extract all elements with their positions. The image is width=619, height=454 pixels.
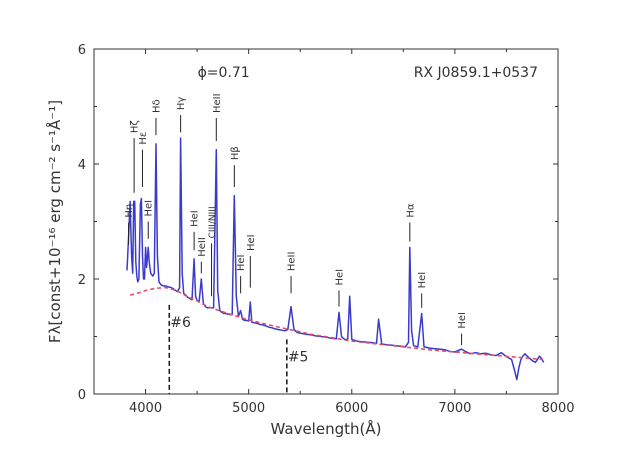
line-label: Hβ — [230, 146, 241, 160]
x-tick-label: 8000 — [541, 401, 574, 416]
y-tick-label: 4 — [78, 158, 86, 173]
axes: 4000 5000 6000 7000 8000 0 2 4 6 — [78, 43, 575, 416]
plot-frame — [93, 48, 559, 395]
y-axis-title: Fλ[const+10⁻¹⁶ erg cm⁻² s⁻¹Å⁻¹] — [45, 100, 64, 343]
x-tick-label: 4000 — [129, 401, 162, 416]
y-tick-label: 6 — [78, 43, 86, 58]
line-label: HeI — [457, 312, 468, 329]
line-label: HeII — [212, 93, 223, 113]
line-label: Hε — [138, 132, 149, 145]
line-label: Hζ — [130, 120, 141, 133]
x-tick-label: 7000 — [438, 401, 471, 416]
line-label: HeI — [236, 255, 247, 272]
y-tick-label: 0 — [78, 388, 86, 403]
phase-annotation: ϕ=0.71 — [198, 65, 250, 81]
x-axis-title: Wavelength(Å) — [271, 419, 382, 438]
line-label: HeII — [287, 252, 298, 272]
spectrum-line — [126, 137, 545, 381]
line-label: Hδ — [151, 99, 162, 113]
line-label: HeI — [144, 200, 155, 217]
marker-label: #6 — [170, 315, 191, 331]
line-label: HeI — [246, 234, 257, 251]
line-label: Hγ — [176, 97, 187, 111]
line-label: HeI — [417, 272, 428, 289]
line-label: HeI — [334, 269, 345, 286]
marker-label: #5 — [288, 349, 309, 365]
line-label: CIII/NIII — [208, 206, 218, 238]
object-name-annotation: RX J0859.1+0537 — [414, 65, 538, 81]
plot-area — [126, 137, 545, 381]
x-tick-label: 6000 — [335, 401, 368, 416]
fiducial-markers: #6 #5 — [168, 304, 309, 394]
line-label: HeII — [197, 237, 208, 257]
y-tick-label: 2 — [78, 273, 86, 288]
x-tick-label: 5000 — [232, 401, 265, 416]
line-label: Hα — [405, 203, 416, 218]
line-label: Hη — [124, 204, 135, 218]
line-label: HeI — [190, 210, 201, 227]
continuum-fit-line — [129, 286, 543, 361]
